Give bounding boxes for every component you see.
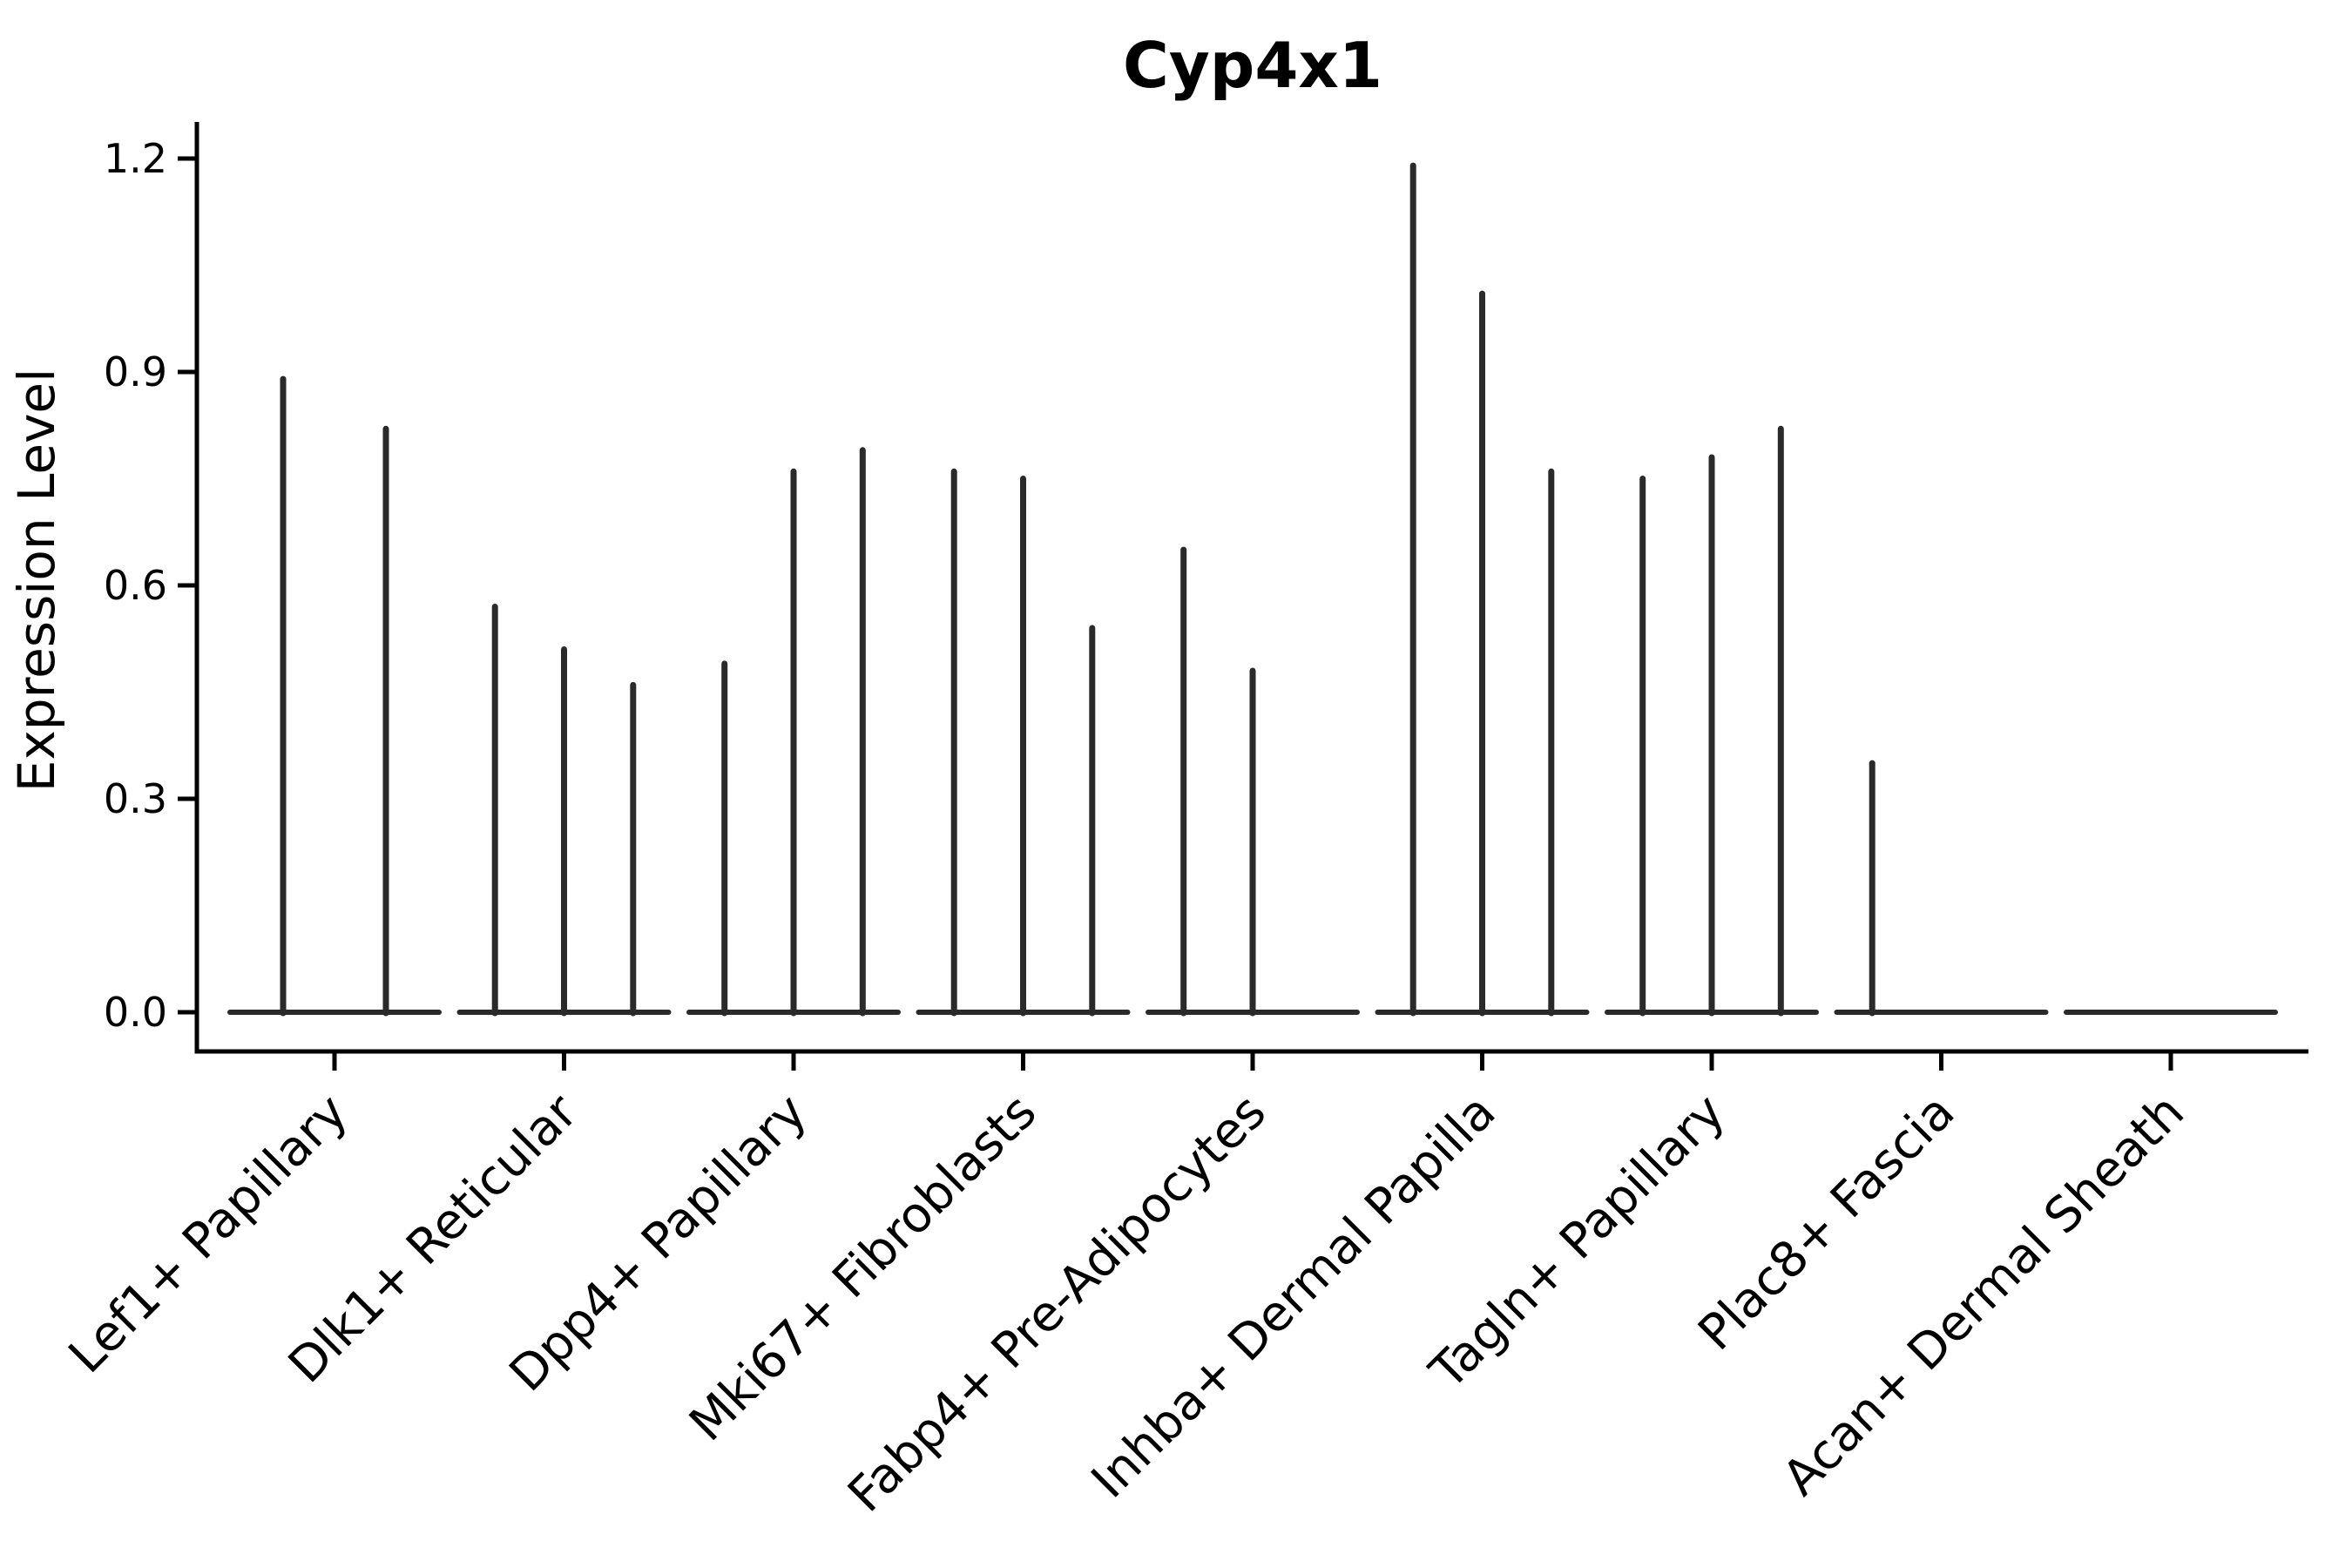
y-tick-label: 0.3 bbox=[104, 775, 167, 822]
x-tick-label: Fabp4+ Pre-Adipocytes bbox=[837, 1084, 1277, 1524]
x-tick-label: Inhba+ Dermal Papilla bbox=[1081, 1084, 1507, 1510]
violins-layer bbox=[227, 162, 2278, 1017]
y-tick-label: 0.0 bbox=[104, 989, 167, 1036]
y-axis-label: Expression Level bbox=[7, 368, 66, 792]
y-tick-label: 0.6 bbox=[104, 562, 167, 609]
x-tick-label: Acan+ Dermal Sheath bbox=[1772, 1084, 2195, 1507]
y-tick-label: 0.9 bbox=[104, 348, 167, 395]
chart-title: Cyp4x1 bbox=[1123, 29, 1382, 102]
y-tick-label: 1.2 bbox=[104, 135, 167, 182]
